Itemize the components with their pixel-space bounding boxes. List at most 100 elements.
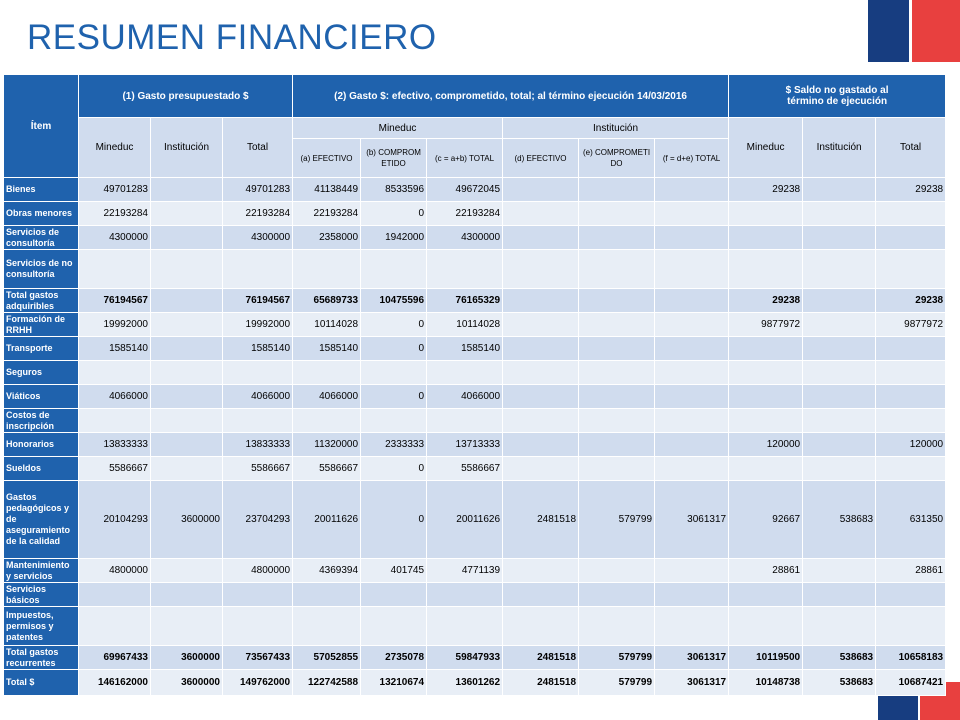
table-cell [150,432,223,457]
table-cell [578,312,656,337]
table-cell [875,336,947,361]
header-balance-total: Total [875,117,947,178]
table-cell [875,408,947,433]
table-cell: 0 [360,201,428,226]
table-cell: 4300000 [78,225,151,250]
table-cell [502,606,580,646]
table-cell: 10114028 [426,312,504,337]
table-cell [150,384,223,409]
table-cell [221,408,294,433]
header-balance-institucion: Institución [802,117,877,178]
table-cell: 22193284 [426,201,504,226]
table-cell: 0 [360,312,428,337]
table-row: Total $146162000 3600000 149762000 12274258… [3,669,947,696]
table-cell: 4066000 [292,384,362,409]
row-label: Formación de RRHH [3,312,79,337]
table-cell: 4800000 [78,558,151,583]
table-cell [578,384,656,409]
table-cell [728,336,804,361]
table-cell: 538683 [802,645,877,670]
table-cell: 10475596 [360,288,428,313]
table-row: Transporte 1585140 1585140 1585140 0 1585140 [3,336,947,361]
table-cell: 29238 [728,177,804,202]
table-cell [150,249,223,289]
table-cell: 20011626 [426,480,504,559]
table-cell: 8533596 [360,177,428,202]
table-row: Servicios de consultoría 4300000 4300000 23… [3,225,947,250]
table-cell: 120000 [728,432,804,457]
table-cell [221,249,294,289]
table-cell [502,336,580,361]
table-cell [875,201,947,226]
table-cell [578,360,656,385]
table-cell: 4369394 [292,558,362,583]
table-cell [802,336,877,361]
table-cell: 10148738 [728,669,804,696]
table-row: Honorarios 13833333 13833333 11320000 233333… [3,432,947,457]
table-cell [292,249,362,289]
row-label: Obras menores [3,201,79,226]
table-cell [78,408,151,433]
table-cell [875,606,947,646]
row-label: Gastos pedagógicos y de aseguramiento de… [3,480,79,559]
table-cell: 0 [360,456,428,481]
table-cell: 4300000 [221,225,294,250]
header-item: Ítem [3,74,79,178]
table-cell: 2481518 [502,480,580,559]
table-cell [150,360,223,385]
table-cell: 9877972 [728,312,804,337]
table-cell: 0 [360,336,428,361]
table-cell: 20011626 [292,480,362,559]
table-row: Seguros [3,360,947,385]
row-label: Servicios de consultoría [3,225,79,250]
table-cell [654,201,730,226]
header-sub-f: (f = d+e) TOTAL [654,138,730,178]
table-cell: 2333333 [360,432,428,457]
header-sub-a: (a) EFECTIVO [292,138,362,178]
table-cell [426,360,504,385]
table-cell [292,360,362,385]
table-cell [802,225,877,250]
table-cell [150,288,223,313]
table-cell: 1585140 [221,336,294,361]
table-cell [150,336,223,361]
table-cell: 22193284 [221,201,294,226]
table-cell: 3061317 [654,645,730,670]
row-label: Mantenimiento y servicios [3,558,79,583]
table-cell: 49701283 [78,177,151,202]
table-cell [150,225,223,250]
table-cell: 2481518 [502,645,580,670]
table-cell: 5586667 [292,456,362,481]
table-cell: 10658183 [875,645,947,670]
table-cell [360,582,428,607]
table-cell: 49701283 [221,177,294,202]
table-cell [426,606,504,646]
header-balance-line2: término de ejecución [787,96,888,107]
table-cell: 23704293 [221,480,294,559]
table-cell [360,249,428,289]
table-cell [654,288,730,313]
table-cell [654,384,730,409]
table-cell [78,606,151,646]
row-label: Viáticos [3,384,79,409]
table-cell [502,456,580,481]
table-cell: 2358000 [292,225,362,250]
table-cell: 4771139 [426,558,504,583]
row-label: Servicios básicos [3,582,79,607]
table-cell [654,336,730,361]
table-cell [578,432,656,457]
table-cell [426,249,504,289]
table-cell [802,408,877,433]
table-row: Formación de RRHH 19992000 19992000 1011402… [3,312,947,337]
table-cell: 69967433 [78,645,151,670]
row-label: Sueldos [3,456,79,481]
table-cell: 538683 [802,669,877,696]
table-cell: 28861 [875,558,947,583]
table-cell [502,201,580,226]
table-cell: 92667 [728,480,804,559]
row-label: Transporte [3,336,79,361]
table-cell [654,177,730,202]
table-cell: 3061317 [654,669,730,696]
table-cell [150,408,223,433]
table-cell [578,408,656,433]
